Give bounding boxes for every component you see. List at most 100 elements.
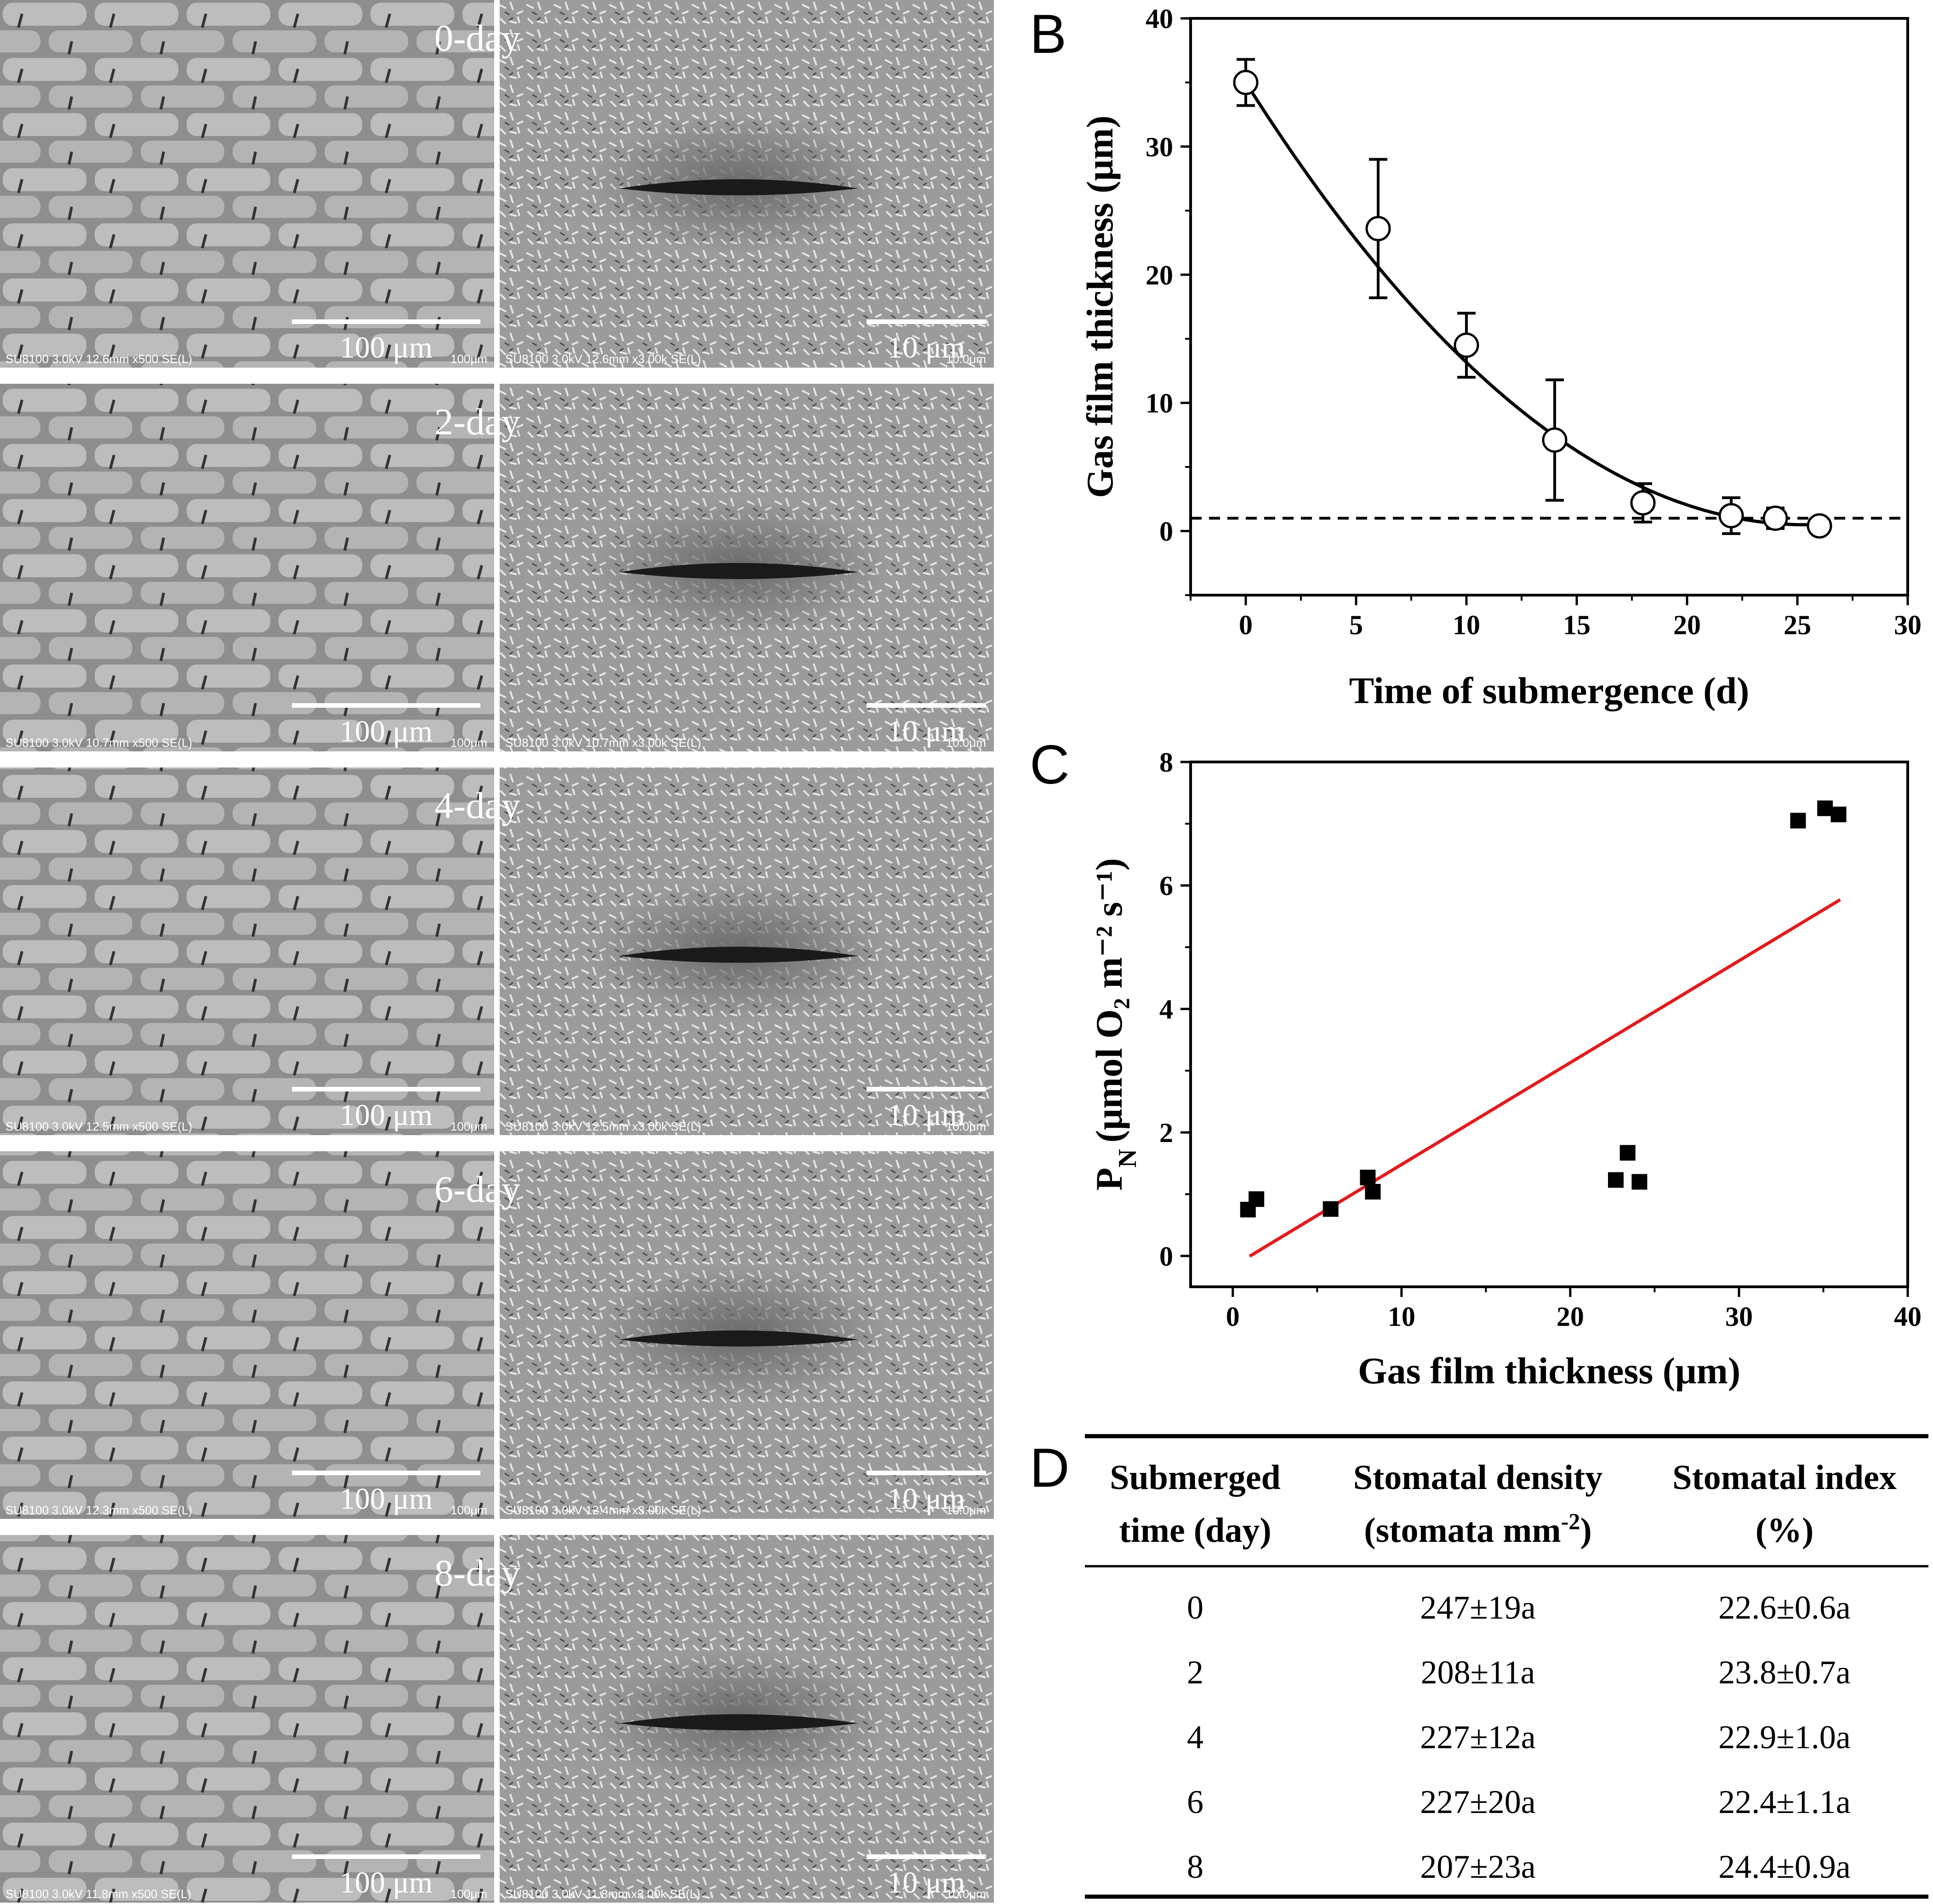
- data-point-4: [1630, 482, 1656, 524]
- stomatal-pore: [619, 947, 858, 963]
- epidermis-micrograph: [0, 1151, 494, 1519]
- column-header-line1: Stomatal density: [1353, 1458, 1603, 1497]
- x-axis-title: Gas film thickness (μm): [1358, 1350, 1740, 1392]
- scale-bar-label: 100 μm: [340, 1482, 433, 1516]
- data-point-3: [1360, 1170, 1376, 1186]
- column-header-text: (stomata mm: [1364, 1511, 1561, 1550]
- data-point-5: [1608, 1172, 1624, 1188]
- scale-bar-label: 100 μm: [340, 1098, 433, 1132]
- table-cell-r0-c1: 247±19a: [1420, 1589, 1535, 1626]
- day-label: 6-day: [434, 1168, 520, 1210]
- sem-metadata: SU8100 3.0kV 12.5mm x500 SE(L): [6, 1120, 192, 1133]
- data-point-marker: [1233, 69, 1259, 95]
- column-header-superscript: -2: [1561, 1508, 1580, 1534]
- data-point-10: [1830, 807, 1847, 823]
- y-tick-label: 0: [1159, 1241, 1173, 1272]
- sem-metadata-scale: 10.0μm: [946, 736, 986, 750]
- table-cell-r1-c1: 208±11a: [1421, 1654, 1535, 1691]
- panel-c-chart: C 0 10 20 30 40 0 2 4 6 8 Gas film thickness (μm) P…: [1030, 734, 1922, 1392]
- data-point-marker: [1454, 332, 1479, 358]
- y-tick-label: 40: [1146, 4, 1173, 34]
- micrograph-row-4: 8-day 100 μm SU8100 3.0kV 11.8mm x500 SE(L…: [0, 1535, 994, 1903]
- table-cell-r4-c0: 8: [1187, 1848, 1203, 1885]
- x-tick-label: 5: [1349, 610, 1363, 640]
- epidermis-micrograph: [0, 1535, 494, 1903]
- data-point-marker: [1542, 427, 1568, 453]
- micrograph-row-0: 0-day 100 μm SU8100 3.0kV 12.6mm x500 SE(L…: [0, 0, 994, 368]
- data-point-0: [1233, 58, 1259, 107]
- panel-b-chart: B 0 5 10 15 20 25 30 0 10 20 30 40 Time of submergen…: [1030, 3, 1922, 711]
- table-cell-r0-c0: 0: [1187, 1589, 1203, 1626]
- table-cell-r3-c0: 6: [1187, 1784, 1203, 1820]
- y-axis-title: PN (μmol O₂ m⁻² s⁻¹): [1088, 858, 1142, 1191]
- stomatal-pore: [619, 1714, 858, 1730]
- x-tick-label: 15: [1563, 610, 1591, 640]
- day-label: 4-day: [434, 784, 520, 826]
- y-axis-title: Gas film thickness (μm): [1079, 115, 1121, 498]
- epidermis-micrograph: [0, 384, 494, 751]
- data-point-5: [1718, 496, 1744, 535]
- x-tick-label: 25: [1784, 610, 1811, 640]
- column-header-text: ): [1580, 1511, 1591, 1550]
- data-point-2: [1323, 1201, 1339, 1217]
- sem-metadata: SU8100 3.0kV 11.8mm x3.00k SE(L): [505, 1887, 700, 1901]
- data-point-6: [1619, 1145, 1636, 1161]
- data-point-8: [1790, 813, 1806, 829]
- sem-metadata-scale: 10.0μm: [946, 1887, 986, 1901]
- table-cell-r3-c2: 22.4±1.1a: [1718, 1784, 1850, 1820]
- data-point-9: [1817, 800, 1833, 816]
- micrograph-row-2: 4-day 100 μm SU8100 3.0kV 12.5mm x500 SE(L…: [0, 767, 994, 1135]
- data-point-marker: [1807, 513, 1832, 539]
- scale-bar-label: 100 μm: [340, 331, 433, 364]
- table-cell-r3-c1: 227±20a: [1420, 1784, 1535, 1820]
- data-point-7: [1631, 1174, 1648, 1190]
- x-tick-label: 30: [1894, 610, 1922, 640]
- table-cell-r4-c1: 207±23a: [1420, 1848, 1535, 1885]
- stomatal-pore: [619, 1330, 858, 1347]
- scale-bar-label: 10 μm: [887, 1866, 965, 1899]
- column-header-line2: (stomata mm-2): [1364, 1508, 1591, 1550]
- sem-metadata-scale: 100μm: [450, 1120, 487, 1133]
- sem-metadata: SU8100 3.0kV 12.5mm x3.00k SE(L): [505, 1120, 701, 1133]
- sem-metadata-scale: 10.0μm: [946, 1120, 986, 1133]
- scale-bar-label: 10 μm: [887, 1098, 965, 1132]
- table-cell-r1-c0: 2: [1187, 1654, 1203, 1691]
- data-point-1: [1365, 158, 1391, 299]
- sem-metadata: SU8100 3.0kV 10.7mm x3.00k SE(L): [505, 736, 701, 750]
- column-header-line1: Submerged: [1110, 1458, 1281, 1497]
- x-tick-label: 10: [1453, 610, 1480, 640]
- sem-metadata-scale: 100μm: [450, 1887, 487, 1901]
- micrograph-row-1: 2-day 100 μm SU8100 3.0kV 10.7mm x500 SE(L…: [0, 384, 994, 751]
- y-tick-label: 20: [1146, 260, 1173, 290]
- sem-metadata-scale: 100μm: [450, 352, 487, 366]
- data-point-marker: [1718, 503, 1744, 529]
- table-cell-r0-c2: 22.6±0.6a: [1718, 1589, 1850, 1626]
- scale-bar-label: 10 μm: [887, 331, 965, 364]
- day-label: 8-day: [434, 1552, 520, 1594]
- data-point-7: [1807, 513, 1832, 539]
- sem-metadata-scale: 10.0μm: [946, 1503, 986, 1517]
- sem-metadata-scale: 10.0μm: [946, 352, 986, 366]
- y-tick-label: 10: [1146, 388, 1173, 419]
- data-point-3: [1542, 378, 1568, 502]
- sem-metadata: SU8100 3.0kV 11.8mm x500 SE(L): [6, 1887, 191, 1901]
- y-tick-label: 6: [1159, 871, 1173, 901]
- day-label: 2-day: [434, 401, 520, 443]
- data-point-4: [1365, 1184, 1381, 1200]
- epidermis-micrograph: [0, 767, 494, 1135]
- table-cell-r2-c1: 227±12a: [1420, 1719, 1535, 1756]
- table-cell-r2-c2: 22.9±1.0a: [1718, 1719, 1850, 1756]
- sem-metadata: SU8100 3.0kV 10.7mm x500 SE(L): [6, 736, 192, 750]
- data-point-1: [1249, 1191, 1265, 1207]
- panel-d-table: D Submerged time (day) Stomatal density (st…: [1030, 1434, 1928, 1899]
- stomatal-pore: [619, 179, 858, 195]
- micrograph-row-3: 6-day 100 μm SU8100 3.0kV 12.3mm x500 SE(L…: [0, 1151, 994, 1519]
- scale-bar-label: 100 μm: [340, 715, 433, 748]
- panel-letter-d: D: [1030, 1437, 1070, 1499]
- data-point-6: [1762, 506, 1788, 531]
- sem-metadata: SU8100 3.0kV 12.3mm x500 SE(L): [6, 1503, 192, 1517]
- plot-frame: [1189, 17, 1909, 597]
- y-tick-label: 4: [1159, 994, 1173, 1024]
- x-tick-label: 20: [1673, 610, 1701, 640]
